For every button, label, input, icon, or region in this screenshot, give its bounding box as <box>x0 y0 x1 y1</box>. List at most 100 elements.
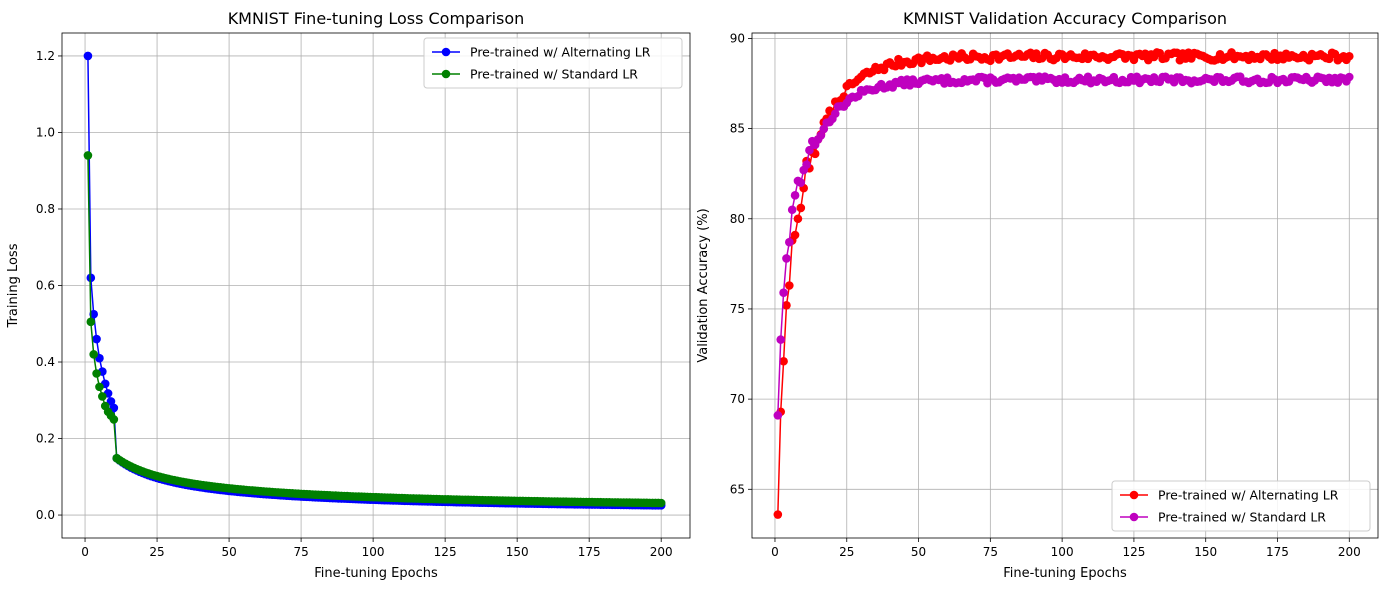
data-point <box>782 254 791 263</box>
legend-marker <box>441 69 451 79</box>
series-2 <box>83 151 666 508</box>
plot-frame <box>751 32 1379 539</box>
x-tick-label: 150 <box>1194 545 1217 559</box>
data-point <box>830 109 840 118</box>
data-point <box>83 51 93 61</box>
y-tick-label: 75 <box>730 302 745 316</box>
legend-label: Pre-trained w/ Alternating LR <box>470 45 651 60</box>
chart-1: 0 25 50 75 100 125 150 175 200 0.0 0.2 0.4 0.6 0.8 1.0… <box>6 9 691 581</box>
y-tick-label: 90 <box>730 31 745 45</box>
data-point <box>89 350 98 359</box>
data-point <box>785 237 794 247</box>
x-tick-label: 75 <box>293 545 308 559</box>
legend: Pre-trained w/ Alternating LR Pre-trained… <box>423 37 683 89</box>
y-tick-label: 0.2 <box>36 432 55 446</box>
x-tick-label: 100 <box>362 545 385 559</box>
data-point <box>95 382 104 392</box>
plot-frame <box>61 32 691 539</box>
data-point <box>779 356 788 366</box>
data-point <box>773 411 783 420</box>
series-line <box>87 155 662 504</box>
x-tick-label: 150 <box>506 545 529 559</box>
x-tick-label: 25 <box>839 545 854 559</box>
x-tick-label: 100 <box>1051 545 1074 559</box>
data-point <box>790 191 800 200</box>
data-point <box>793 214 803 224</box>
data-point <box>796 203 806 213</box>
x-tick-label: 50 <box>221 545 236 559</box>
legend-marker <box>1129 490 1139 500</box>
y-axis-label: Training Loss <box>6 243 21 328</box>
x-tick-label: 75 <box>983 545 998 559</box>
x-axis-label: Fine-tuning Epochs <box>314 566 438 581</box>
y-tick-label: 65 <box>730 482 745 496</box>
x-tick-label: 25 <box>149 545 164 559</box>
legend-item: Pre-trained w/ Standard LR <box>432 67 638 82</box>
data-point <box>796 178 806 187</box>
x-tick-label: 200 <box>650 545 673 559</box>
data-point <box>787 205 797 215</box>
data-point <box>805 145 814 155</box>
y-tick-label: 0.0 <box>36 508 55 522</box>
series-line <box>777 75 1350 416</box>
legend-marker <box>441 47 451 57</box>
data-point <box>816 131 826 140</box>
data-point <box>782 301 791 310</box>
chart-title: KMNIST Validation Accuracy Comparison <box>903 9 1227 28</box>
data-point <box>109 415 119 424</box>
legend-marker <box>1129 512 1139 522</box>
data-point <box>779 288 788 298</box>
data-point <box>106 397 116 406</box>
data-point <box>92 369 101 378</box>
data-point <box>773 510 783 519</box>
data-point <box>785 281 794 290</box>
series-line <box>87 55 662 507</box>
chart-2: 0 25 50 75 100 125 150 175 200 65 70 75 80 85 90 KMNIST… <box>696 9 1379 581</box>
series-1 <box>83 51 666 510</box>
x-tick-label: 0 <box>771 545 779 559</box>
x-axis-label: Fine-tuning Epochs <box>1003 566 1127 581</box>
series-line <box>777 50 1350 515</box>
data-point <box>656 498 666 508</box>
legend-label: Pre-trained w/ Alternating LR <box>1158 488 1339 503</box>
data-point <box>98 392 107 401</box>
legend-label: Pre-trained w/ Standard LR <box>1158 510 1326 525</box>
series-2 <box>773 72 1354 420</box>
legend-item: Pre-trained w/ Alternating LR <box>1120 488 1339 503</box>
data-point <box>92 334 101 344</box>
legend-box <box>423 37 683 89</box>
data-point <box>802 160 811 169</box>
x-tick-label: 200 <box>1338 545 1361 559</box>
data-point <box>776 335 786 344</box>
legend: Pre-trained w/ Alternating LR Pre-trained… <box>1111 480 1371 532</box>
y-axis-label: Validation Accuracy (%) <box>696 208 711 362</box>
data-point <box>83 151 93 160</box>
y-tick-label: 0.6 <box>36 279 55 293</box>
y-tick-label: 70 <box>730 392 745 406</box>
chart-title: KMNIST Fine-tuning Loss Comparison <box>228 9 525 28</box>
data-point <box>86 273 96 283</box>
x-tick-label: 125 <box>434 545 457 559</box>
x-tick-label: 175 <box>1266 545 1289 559</box>
y-tick-label: 1.2 <box>36 49 55 63</box>
data-point <box>1344 72 1354 82</box>
y-tick-label: 0.8 <box>36 202 55 216</box>
y-tick-label: 85 <box>730 122 745 136</box>
data-point <box>86 317 96 327</box>
x-tick-label: 0 <box>81 545 89 559</box>
legend-box <box>1111 480 1371 532</box>
x-tick-label: 50 <box>911 545 926 559</box>
legend-label: Pre-trained w/ Standard LR <box>470 67 638 82</box>
x-tick-label: 175 <box>578 545 601 559</box>
data-point <box>1344 51 1354 61</box>
y-tick-label: 0.4 <box>36 355 55 369</box>
series-1 <box>773 48 1354 519</box>
y-tick-label: 80 <box>730 212 745 226</box>
y-tick-label: 1.0 <box>36 125 55 139</box>
data-point <box>89 309 98 319</box>
data-point <box>790 230 800 240</box>
legend-item: Pre-trained w/ Alternating LR <box>432 45 651 60</box>
x-tick-label: 125 <box>1122 545 1145 559</box>
legend-item: Pre-trained w/ Standard LR <box>1120 510 1326 525</box>
